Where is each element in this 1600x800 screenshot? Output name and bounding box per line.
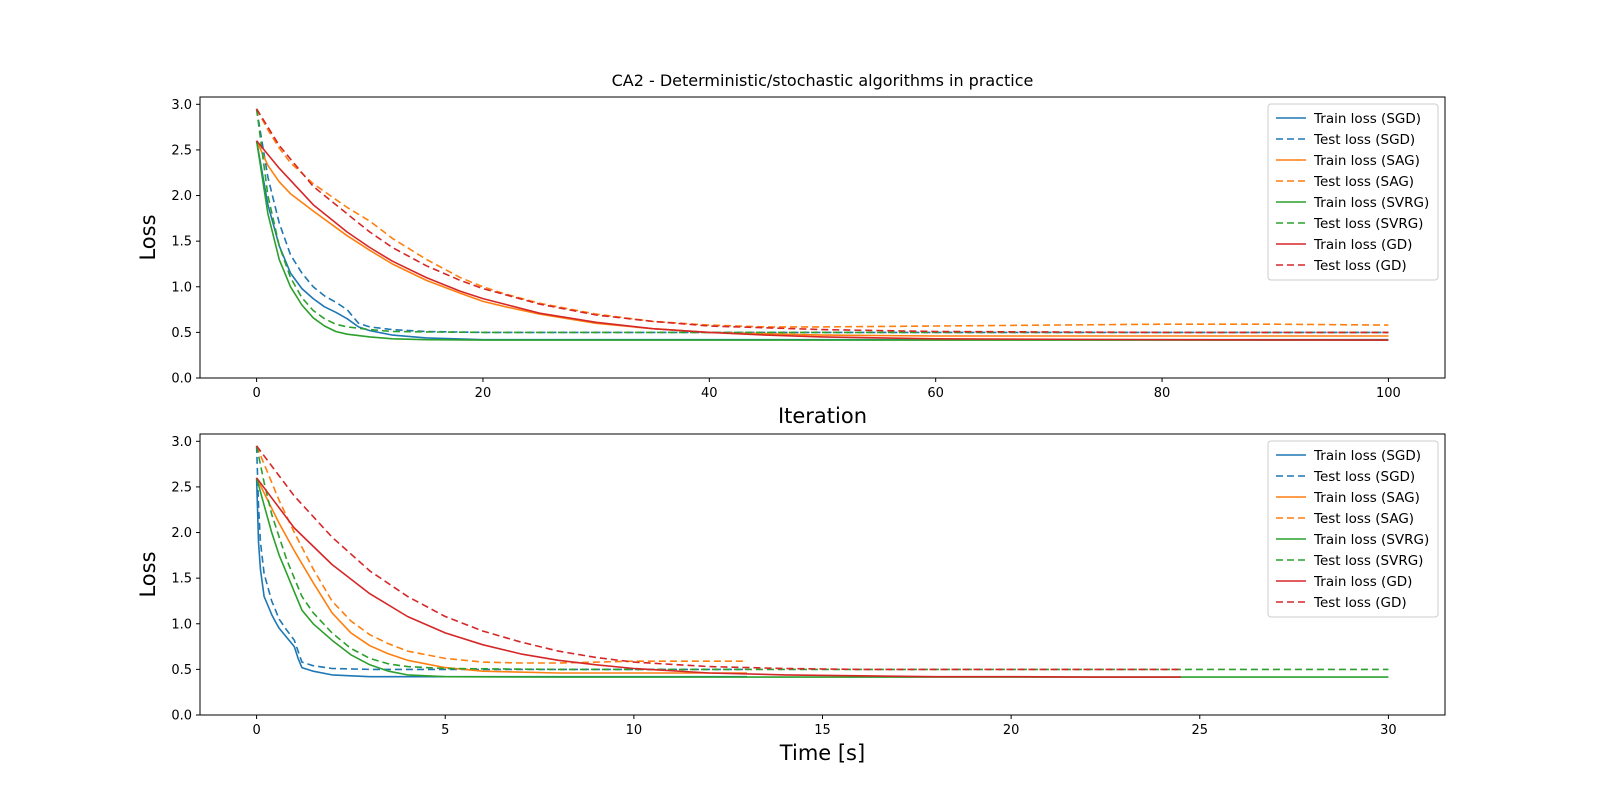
iteration-chart: 0 20 40 60 80 100 0.0 0.5 1.0 1.5 2.0 2.5 3.0 Iterati… (136, 71, 1446, 428)
series-line-test-loss-svrg (255, 108, 1389, 334)
legend-label-test-loss-sag: Test loss (SAG) (1313, 174, 1414, 190)
y-tick-label: 0.0 (171, 372, 192, 387)
plot-area (255, 445, 1389, 678)
y-tick-label: 2.5 (171, 143, 192, 158)
legend-label-test-loss-svrg: Test loss (SVRG) (1313, 216, 1423, 232)
x-tick-label: 20 (475, 386, 492, 401)
series-line-train-loss-gd (255, 477, 1181, 678)
x-tick-label: 100 (1376, 386, 1401, 401)
legend-label-test-loss-sgd: Test loss (SGD) (1313, 132, 1415, 148)
series-line-test-loss-gd (255, 445, 1181, 671)
legend-box (1267, 440, 1439, 618)
legend-label-test-loss-svrg: Test loss (SVRG) (1313, 553, 1423, 569)
x-axis-label: Iteration (778, 404, 867, 428)
x-tick-label: 40 (701, 386, 718, 401)
legend-label-train-loss-sag: Train loss (SAG) (1313, 490, 1420, 506)
legend-box (1267, 103, 1439, 281)
x-tick-label: 30 (1380, 723, 1397, 738)
series-line-train-loss-sag (255, 477, 747, 674)
y-tick-label: 3.0 (171, 98, 192, 113)
legend-label-train-loss-svrg: Train loss (SVRG) (1313, 532, 1429, 548)
time-chart: 0 5 10 15 20 25 30 0.0 0.5 1.0 1.5 2.0 2.5 3.0 Time [s… (136, 433, 1446, 765)
legend-label-train-loss-svrg: Train loss (SVRG) (1313, 195, 1429, 211)
series-line-test-loss-gd (255, 108, 1389, 334)
y-tick-label: 0.5 (171, 663, 192, 678)
legend: Train loss (SGD) Test loss (SGD) Train los… (1267, 103, 1439, 281)
x-tick-label: 15 (814, 723, 831, 738)
axes-frame (199, 96, 1446, 379)
y-tick-label: 0.0 (171, 709, 192, 724)
series-line-train-loss-sag (255, 140, 1389, 337)
legend-label-train-loss-sag: Train loss (SAG) (1313, 153, 1420, 169)
x-axis-label: Time [s] (779, 741, 865, 765)
y-tick-label: 2.5 (171, 480, 192, 495)
series-line-test-loss-svrg (255, 445, 1389, 671)
series-line-train-loss-svrg (255, 140, 1389, 341)
x-tick-label: 60 (927, 386, 944, 401)
y-tick-label: 1.0 (171, 617, 192, 632)
y-tick-label: 1.0 (171, 280, 192, 295)
x-tick-label: 25 (1191, 723, 1208, 738)
y-tick-label: 0.5 (171, 326, 192, 341)
legend-label-train-loss-sgd: Train loss (SGD) (1313, 448, 1421, 464)
x-tick-label: 0 (252, 723, 260, 738)
y-tick-label: 3.0 (171, 435, 192, 450)
series-line-test-loss-sag (255, 445, 747, 664)
legend-label-train-loss-gd: Train loss (GD) (1313, 574, 1412, 590)
legend-label-test-loss-gd: Test loss (GD) (1313, 595, 1407, 611)
legend: Train loss (SGD) Test loss (SGD) Train los… (1267, 440, 1439, 618)
x-tick-label: 10 (626, 723, 643, 738)
x-tick-label: 80 (1154, 386, 1171, 401)
chart-title: CA2 - Deterministic/stochastic algorithm… (612, 71, 1034, 90)
x-tick-label: 20 (1003, 723, 1020, 738)
y-tick-label: 1.5 (171, 572, 192, 587)
x-tick-label: 0 (252, 386, 260, 401)
x-tick-label: 5 (441, 723, 449, 738)
series-line-train-loss-gd (255, 140, 1389, 341)
legend-label-train-loss-gd: Train loss (GD) (1313, 237, 1412, 253)
legend-label-train-loss-sgd: Train loss (SGD) (1313, 111, 1421, 127)
legend-label-test-loss-sgd: Test loss (SGD) (1313, 469, 1415, 485)
y-axis-label: Loss (136, 214, 160, 260)
y-tick-label: 2.0 (171, 189, 192, 204)
y-tick-label: 2.0 (171, 526, 192, 541)
legend-label-test-loss-sag: Test loss (SAG) (1313, 511, 1414, 527)
y-axis-label: Loss (136, 551, 160, 597)
plot-area (255, 108, 1389, 341)
series-line-train-loss-svrg (255, 477, 1389, 678)
y-tick-label: 1.5 (171, 235, 192, 250)
legend-label-test-loss-gd: Test loss (GD) (1313, 258, 1407, 274)
